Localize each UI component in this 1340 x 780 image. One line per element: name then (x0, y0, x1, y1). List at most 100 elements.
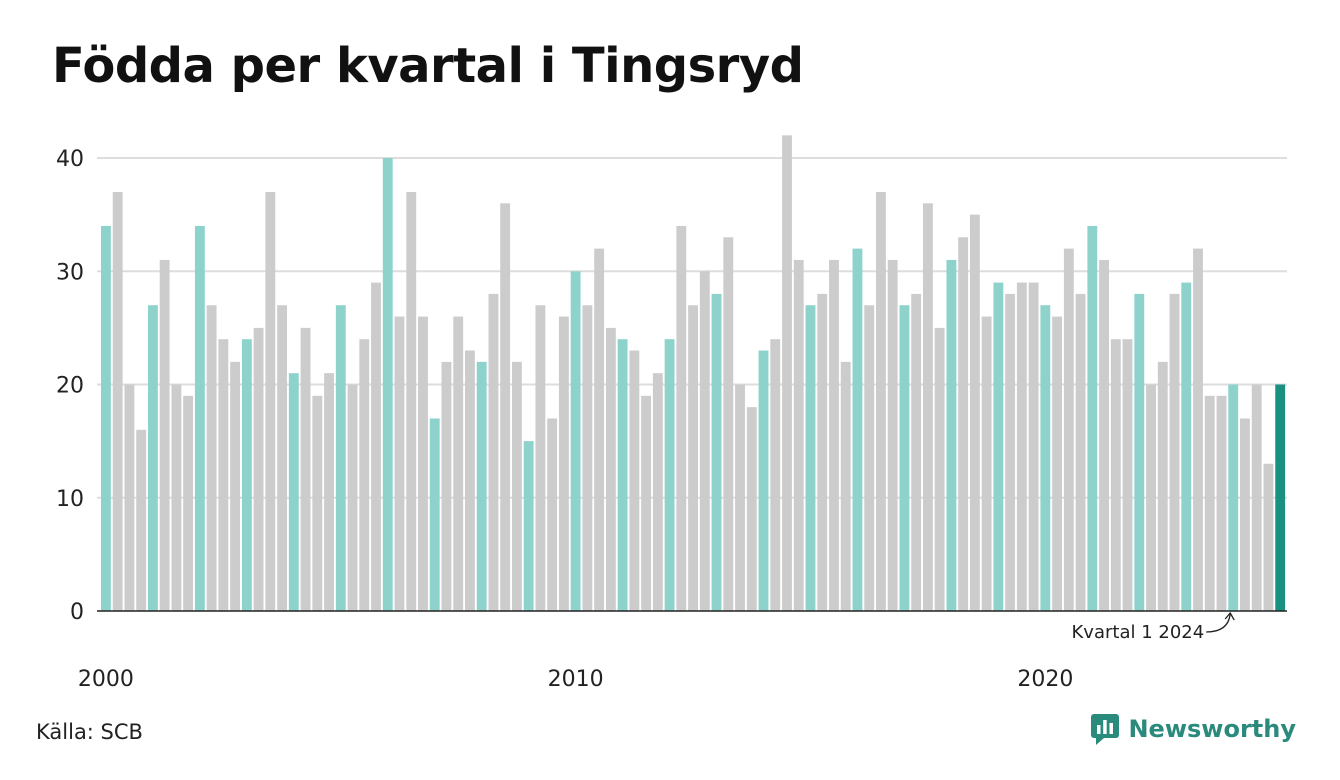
bar (1216, 395, 1227, 611)
bar (699, 271, 710, 611)
bar (864, 305, 875, 611)
bar (1193, 248, 1203, 611)
bar (1146, 384, 1156, 611)
bar (1157, 361, 1168, 611)
bar (758, 350, 769, 611)
bar (476, 361, 487, 611)
bar (535, 305, 546, 611)
annotation-arrow (1206, 613, 1231, 633)
y-tick-label: 10 (56, 487, 84, 512)
annotation-label: Kvartal 1 2024 (1072, 622, 1205, 643)
bar (523, 441, 534, 612)
bar (793, 259, 804, 611)
chart-title: Födda per kvartal i Tingsryd (52, 38, 804, 94)
bar (770, 339, 781, 611)
bar (594, 248, 605, 611)
bar (1028, 282, 1039, 611)
bar (500, 203, 511, 612)
bar (241, 339, 252, 611)
bar (136, 429, 147, 611)
bar (183, 395, 194, 611)
x-tick-label: 2010 (548, 667, 604, 692)
bar (218, 339, 229, 611)
bar (817, 293, 828, 611)
bar (946, 259, 957, 611)
bar (312, 395, 323, 611)
bar (805, 305, 816, 611)
bar (1181, 282, 1192, 611)
bar (441, 361, 452, 611)
y-tick-label: 0 (70, 600, 84, 625)
bar (394, 316, 405, 611)
bar (1275, 384, 1286, 611)
bar (641, 395, 652, 611)
x-tick-label: 2000 (78, 667, 134, 692)
bar (465, 350, 475, 611)
bar (688, 305, 698, 611)
bar (206, 305, 217, 611)
bars (101, 135, 1286, 612)
bar (664, 339, 675, 611)
bar (1263, 463, 1274, 611)
bar (324, 373, 334, 611)
bar (652, 373, 663, 611)
annotation-arrowhead (1224, 611, 1235, 621)
bar (782, 135, 792, 611)
bar (876, 191, 886, 612)
bar (382, 158, 393, 611)
source-note: Källa: SCB (36, 720, 143, 744)
bar (840, 361, 851, 611)
bar (1251, 384, 1262, 611)
bar (911, 293, 922, 611)
bar (230, 361, 241, 611)
bar (1087, 225, 1098, 611)
bar (1005, 293, 1016, 611)
bar (1228, 384, 1239, 611)
newsworthy-logo-icon (1091, 714, 1120, 745)
bar (124, 384, 135, 611)
annotation: Kvartal 1 2024 (1072, 611, 1235, 643)
bar (429, 418, 440, 611)
bar (993, 282, 1004, 611)
bar (582, 305, 593, 611)
bar (899, 305, 910, 611)
bar (418, 316, 428, 611)
bar (1063, 248, 1074, 611)
bar (101, 225, 111, 611)
bar (371, 282, 381, 611)
bar (1240, 418, 1250, 611)
bar (922, 203, 933, 612)
bar (453, 316, 464, 611)
bar (547, 418, 558, 611)
bar (735, 384, 745, 611)
bar (1110, 339, 1121, 611)
bar (887, 259, 898, 611)
bar (253, 327, 264, 612)
bar (277, 305, 287, 611)
bar (288, 373, 299, 611)
bar (629, 350, 640, 611)
bar (335, 305, 346, 611)
axes: 0 10 20 30 40 2000 2010 2020 (56, 147, 1287, 692)
bar (617, 339, 628, 611)
bar (723, 237, 734, 611)
x-tick-label: 2020 (1017, 667, 1073, 692)
bar (711, 293, 722, 611)
bar (406, 191, 417, 612)
brand-name: Newsworthy (1128, 715, 1296, 743)
bar (1169, 293, 1180, 611)
bar (1099, 259, 1109, 611)
y-tick-label: 20 (56, 374, 84, 399)
bar (1052, 316, 1063, 611)
bar (300, 327, 311, 612)
bar (969, 214, 980, 612)
bar (746, 407, 757, 611)
bar (570, 271, 581, 611)
bar (1122, 339, 1133, 611)
bar (511, 361, 522, 611)
bar (347, 384, 358, 611)
bar (558, 316, 569, 611)
bar (159, 259, 170, 611)
bar (829, 259, 839, 611)
